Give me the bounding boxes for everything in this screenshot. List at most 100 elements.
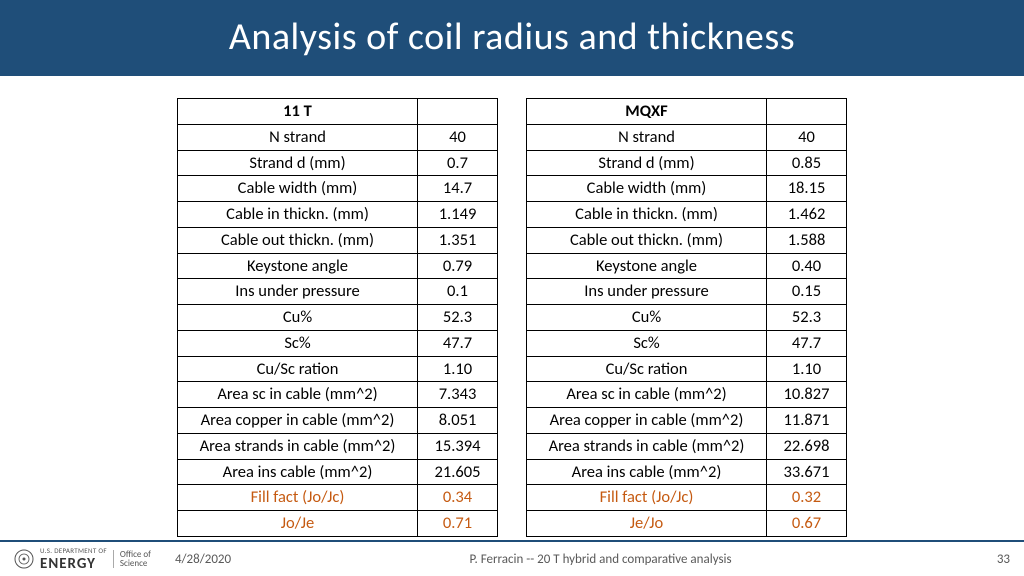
slide: Analysis of coil radius and thickness 11… (0, 0, 1024, 576)
table-row: Cu/Sc ration1.10 (527, 356, 847, 382)
row-value: 11.871 (767, 408, 847, 434)
row-label: Area sc in cable (mm^2) (527, 382, 767, 408)
table-row: Strand d (mm)0.7 (178, 150, 498, 176)
row-label: Ins under pressure (178, 279, 418, 305)
energy-logo: U.S. DEPARTMENT OF ENERGY Office of Scie… (14, 546, 151, 573)
row-value: 15.394 (418, 433, 498, 459)
row-label: Sc% (527, 330, 767, 356)
row-label: Area strands in cable (mm^2) (178, 433, 418, 459)
table-header-label: 11 T (178, 99, 418, 125)
row-label: Cu/Sc ration (527, 356, 767, 382)
table-row: Cable width (mm)18.15 (527, 176, 847, 202)
row-value: 40 (418, 124, 498, 150)
row-value: 22.698 (767, 433, 847, 459)
row-value: 0.1 (418, 279, 498, 305)
slide-title: Analysis of coil radius and thickness (0, 0, 1024, 76)
table-row: Jo/Je0.71 (178, 511, 498, 537)
row-label: N strand (178, 124, 418, 150)
row-label: Ins under pressure (527, 279, 767, 305)
row-value: 1.351 (418, 227, 498, 253)
row-label: Cable width (mm) (178, 176, 418, 202)
row-label: Cable out thickn. (mm) (527, 227, 767, 253)
table-row: Ins under pressure0.15 (527, 279, 847, 305)
row-value: 52.3 (767, 305, 847, 331)
row-label: Strand d (mm) (527, 150, 767, 176)
table-row: Strand d (mm)0.85 (527, 150, 847, 176)
table-row: Ins under pressure0.1 (178, 279, 498, 305)
row-value: 0.67 (767, 511, 847, 537)
table-row: Cable in thickn. (mm)1.462 (527, 202, 847, 228)
row-value: 1.588 (767, 227, 847, 253)
row-label: Area ins cable (mm^2) (527, 459, 767, 485)
row-value: 10.827 (767, 382, 847, 408)
table-row: Area strands in cable (mm^2)15.394 (178, 433, 498, 459)
table-row: Cable width (mm)14.7 (178, 176, 498, 202)
row-value: 1.10 (418, 356, 498, 382)
row-value: 14.7 (418, 176, 498, 202)
row-value: 1.149 (418, 202, 498, 228)
table-header-value (767, 99, 847, 125)
row-label: Area strands in cable (mm^2) (527, 433, 767, 459)
table-header-row: MQXF (527, 99, 847, 125)
table-mqxf: MQXFN strand40Strand d (mm)0.85Cable wid… (526, 98, 847, 537)
table-row: N strand40 (178, 124, 498, 150)
row-label: Sc% (178, 330, 418, 356)
footer-date: 4/28/2020 (175, 552, 231, 567)
row-label: Fill fact (Jo/Jc) (178, 485, 418, 511)
row-label: Cu/Sc ration (178, 356, 418, 382)
table-row: Sc%47.7 (527, 330, 847, 356)
row-label: Area sc in cable (mm^2) (178, 382, 418, 408)
row-value: 7.343 (418, 382, 498, 408)
row-label: Area ins cable (mm^2) (178, 459, 418, 485)
table-row: Cu/Sc ration1.10 (178, 356, 498, 382)
table-row: Fill fact (Jo/Jc)0.32 (527, 485, 847, 511)
row-value: 21.605 (418, 459, 498, 485)
row-value: 0.71 (418, 511, 498, 537)
table-row: Je/Jo0.67 (527, 511, 847, 537)
row-value: 0.79 (418, 253, 498, 279)
row-value: 8.051 (418, 408, 498, 434)
row-value: 0.15 (767, 279, 847, 305)
table-row: Cable out thickn. (mm)1.351 (178, 227, 498, 253)
table-row: Cable in thickn. (mm)1.149 (178, 202, 498, 228)
table-row: Cable out thickn. (mm)1.588 (527, 227, 847, 253)
table-row: Cu%52.3 (527, 305, 847, 331)
row-label: Area copper in cable (mm^2) (527, 408, 767, 434)
table-header-value (418, 99, 498, 125)
row-label: Strand d (mm) (178, 150, 418, 176)
table-row: Area ins cable (mm^2)33.671 (527, 459, 847, 485)
row-label: Fill fact (Jo/Jc) (527, 485, 767, 511)
footer: U.S. DEPARTMENT OF ENERGY Office of Scie… (0, 540, 1024, 576)
content-area: 11 TN strand40Strand d (mm)0.7Cable widt… (0, 76, 1024, 540)
row-label: N strand (527, 124, 767, 150)
table-row: Area strands in cable (mm^2)22.698 (527, 433, 847, 459)
doe-seal-icon (14, 549, 34, 569)
table-row: Area sc in cable (mm^2)10.827 (527, 382, 847, 408)
row-value: 0.7 (418, 150, 498, 176)
row-value: 47.7 (767, 330, 847, 356)
row-label: Keystone angle (178, 253, 418, 279)
row-value: 1.10 (767, 356, 847, 382)
row-label: Cable in thickn. (mm) (178, 202, 418, 228)
row-value: 18.15 (767, 176, 847, 202)
table-row: N strand40 (527, 124, 847, 150)
table-row: Keystone angle0.79 (178, 253, 498, 279)
row-label: Cable out thickn. (mm) (178, 227, 418, 253)
logo-office: Office of Science (113, 550, 151, 569)
table-row: Fill fact (Jo/Jc)0.34 (178, 485, 498, 511)
row-value: 1.462 (767, 202, 847, 228)
footer-page-number: 33 (970, 552, 1010, 567)
logo-dept: U.S. DEPARTMENT OF (40, 546, 107, 555)
row-label: Keystone angle (527, 253, 767, 279)
table-row: Area copper in cable (mm^2)11.871 (527, 408, 847, 434)
row-value: 0.40 (767, 253, 847, 279)
table-row: Cu%52.3 (178, 305, 498, 331)
row-value: 47.7 (418, 330, 498, 356)
table-row: Area ins cable (mm^2)21.605 (178, 459, 498, 485)
row-value: 33.671 (767, 459, 847, 485)
row-label: Jo/Je (178, 511, 418, 537)
row-label: Je/Jo (527, 511, 767, 537)
table-header-label: MQXF (527, 99, 767, 125)
row-label: Area copper in cable (mm^2) (178, 408, 418, 434)
logo-office-l2: Science (120, 559, 151, 568)
